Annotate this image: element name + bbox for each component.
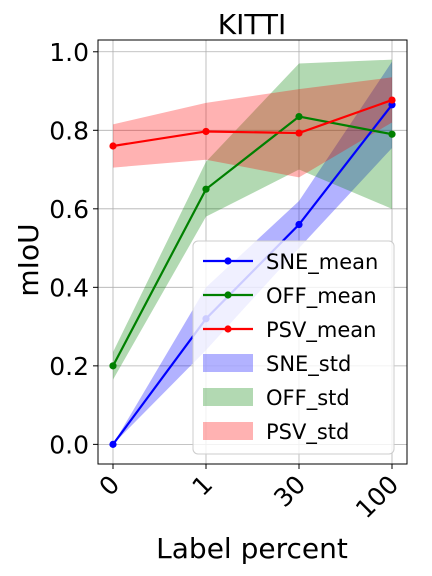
- y-tick-label: 0.2: [49, 352, 89, 381]
- off-mean-point: [295, 112, 303, 121]
- legend-label-off-mean: OFF_mean: [266, 284, 377, 309]
- legend-label-sne-mean: SNE_mean: [266, 250, 378, 275]
- legend: SNE_mean OFF_mean PSV_mean SNE_std OFF_std PS…: [192, 240, 395, 455]
- legend-marker-off-mean: [224, 291, 232, 299]
- x-tick-label: 1: [186, 470, 218, 502]
- legend-marker-psv-mean: [224, 325, 232, 333]
- legend-label-sne-std: SNE_std: [266, 352, 351, 377]
- mean-lines: [109, 96, 396, 448]
- y-tick-label: 1.0: [49, 38, 89, 67]
- psv-mean-line: [112, 99, 393, 148]
- y-tick-label: 0.4: [49, 273, 89, 302]
- x-tick-label: 30: [268, 470, 311, 513]
- psv-mean-point: [202, 127, 210, 136]
- sne-mean-point: [295, 220, 303, 229]
- chart-title: KITTI: [218, 8, 287, 41]
- x-axis: 0 1 30 100: [93, 464, 404, 524]
- legend-label-off-std: OFF_std: [266, 386, 350, 411]
- off-mean-point: [109, 362, 117, 370]
- y-tick-label: 0.0: [49, 430, 89, 459]
- off-mean-line: [112, 115, 393, 367]
- off-std-band: [113, 59, 392, 380]
- off-mean-point: [202, 185, 210, 193]
- psv-mean-point: [388, 96, 396, 104]
- plot-frame: [97, 39, 408, 465]
- y-axis: 0.0 0.2 0.4 0.6 0.8 1.0: [49, 38, 98, 459]
- sne-mean-point: [109, 440, 117, 448]
- x-axis-title: Label percent: [156, 532, 348, 565]
- x-tick-label: 100: [350, 470, 404, 524]
- psv-mean-point: [295, 129, 303, 137]
- legend-marker-sne-mean: [224, 257, 232, 265]
- psv-std-band: [113, 77, 392, 178]
- y-tick-label: 0.8: [49, 116, 89, 145]
- legend-label-psv-std: PSV_std: [266, 420, 349, 445]
- off-mean-point: [388, 130, 396, 138]
- x-tick-label: 0: [93, 470, 125, 502]
- legend-swatch-psv-std: [203, 422, 253, 440]
- legend-label-psv-mean: PSV_mean: [266, 318, 376, 343]
- y-axis-title: mIoU: [12, 223, 45, 296]
- y-tick-label: 0.6: [49, 195, 89, 224]
- psv-mean-point: [109, 142, 117, 150]
- legend-swatch-off-std: [203, 388, 253, 406]
- legend-swatch-sne-std: [203, 354, 253, 372]
